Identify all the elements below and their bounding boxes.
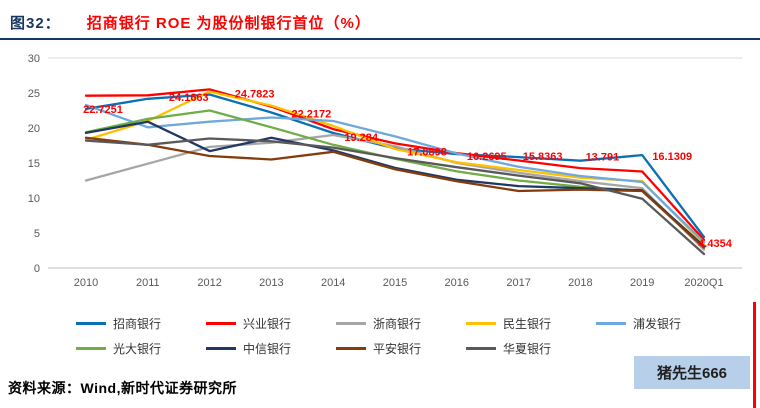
data-label: 4.4354: [698, 238, 733, 250]
series-line-7: [84, 136, 706, 249]
x-axis-tick-label: 2015: [383, 277, 407, 289]
legend-label: 民生银行: [503, 316, 552, 331]
y-axis-tick-label: 0: [34, 263, 40, 275]
data-label: 24.7823: [235, 89, 275, 101]
watermark-text: 猪先生666: [656, 365, 728, 382]
x-axis-tick-label: 2019: [630, 277, 654, 289]
legend-line-swatch: [466, 321, 496, 325]
legend-label: 中信银行: [243, 341, 292, 356]
data-label: 15.8363: [523, 151, 563, 163]
legend-line-swatch: [596, 321, 626, 325]
x-axis-tick-label: 2016: [445, 277, 469, 289]
legend-line-swatch: [206, 346, 236, 350]
legend-label: 光大银行: [113, 341, 162, 356]
chart-legend: 招商银行 兴业银行 浙商银行 民生银行 浦发银行光大银行 中信银行 平安银行 华夏银行: [76, 314, 736, 357]
legend-label: 华夏银行: [503, 341, 552, 356]
data-label: 24.1663: [169, 92, 209, 104]
data-label: 22.7251: [83, 104, 123, 116]
legend-label: 浙商银行: [373, 316, 422, 331]
source-text: 资料来源：Wind,新时代证券研究所: [8, 380, 237, 396]
y-axis-tick-label: 10: [28, 193, 40, 205]
legend-label: 平安银行: [373, 341, 422, 356]
watermark-red-line: [753, 302, 756, 408]
legend-item-5: 光大银行: [76, 339, 206, 357]
x-axis-tick-label: 2017: [506, 277, 530, 289]
x-axis-tick-label: 2010: [74, 277, 98, 289]
source-note: 资料来源：Wind,新时代证券研究所: [8, 378, 237, 398]
y-axis-tick-label: 15: [28, 158, 40, 170]
y-axis-tick-label: 5: [34, 228, 40, 240]
series-line-4: [84, 103, 706, 244]
figure-title-text: 招商银行 ROE 为股份制银行首位（%）: [86, 14, 371, 32]
title-divider: [0, 38, 760, 40]
figure-number: 图32：: [10, 14, 61, 32]
x-axis-tick-label: 2011: [136, 277, 160, 289]
legend-label: 兴业银行: [243, 316, 292, 331]
x-axis-tick-label: 2013: [259, 277, 283, 289]
legend-item-1: 兴业银行: [206, 314, 336, 332]
watermark: 猪先生666: [634, 356, 750, 389]
legend-item-4: 浦发银行: [596, 314, 726, 332]
legend-line-swatch: [466, 346, 496, 350]
x-axis-tick-label: 2020Q1: [684, 277, 723, 289]
legend-item-0: 招商银行: [76, 314, 206, 332]
figure-title: 图32： 招商银行 ROE 为股份制银行首位（%）: [0, 0, 760, 38]
legend-line-swatch: [76, 321, 106, 325]
legend-line-swatch: [336, 321, 366, 325]
legend-item-3: 民生银行: [466, 314, 596, 332]
legend-line-swatch: [206, 321, 236, 325]
data-label: 22.2172: [292, 108, 332, 120]
legend-item-8: 华夏银行: [466, 339, 596, 357]
x-axis-tick-label: 2012: [197, 277, 221, 289]
legend-label: 招商银行: [113, 316, 162, 331]
data-label: 16.2695: [467, 151, 507, 163]
legend-item-6: 中信银行: [206, 339, 336, 357]
data-label: 17.0898: [407, 146, 447, 158]
legend-line-swatch: [76, 346, 106, 350]
series-line-8: [84, 137, 706, 256]
y-axis-tick-label: 30: [28, 53, 40, 65]
x-axis-tick-label: 2014: [321, 277, 345, 289]
data-label: 19.284: [344, 132, 379, 144]
series-line-0: [84, 93, 706, 239]
x-axis-tick-label: 2018: [568, 277, 592, 289]
data-label: 16.1309: [652, 151, 692, 163]
legend-item-2: 浙商银行: [336, 314, 466, 332]
series-line-1: [84, 88, 706, 242]
data-label: 13.791: [586, 151, 620, 163]
y-axis-tick-label: 20: [28, 123, 40, 135]
legend-line-swatch: [336, 346, 366, 350]
y-axis-tick-label: 25: [28, 88, 40, 100]
legend-item-7: 平安银行: [336, 339, 466, 357]
legend-label: 浦发银行: [633, 316, 682, 331]
roe-line-chart: 0 5 10 15 20 25 30 2010 2011 2012 2013 2014 2015 2016…: [28, 53, 742, 289]
